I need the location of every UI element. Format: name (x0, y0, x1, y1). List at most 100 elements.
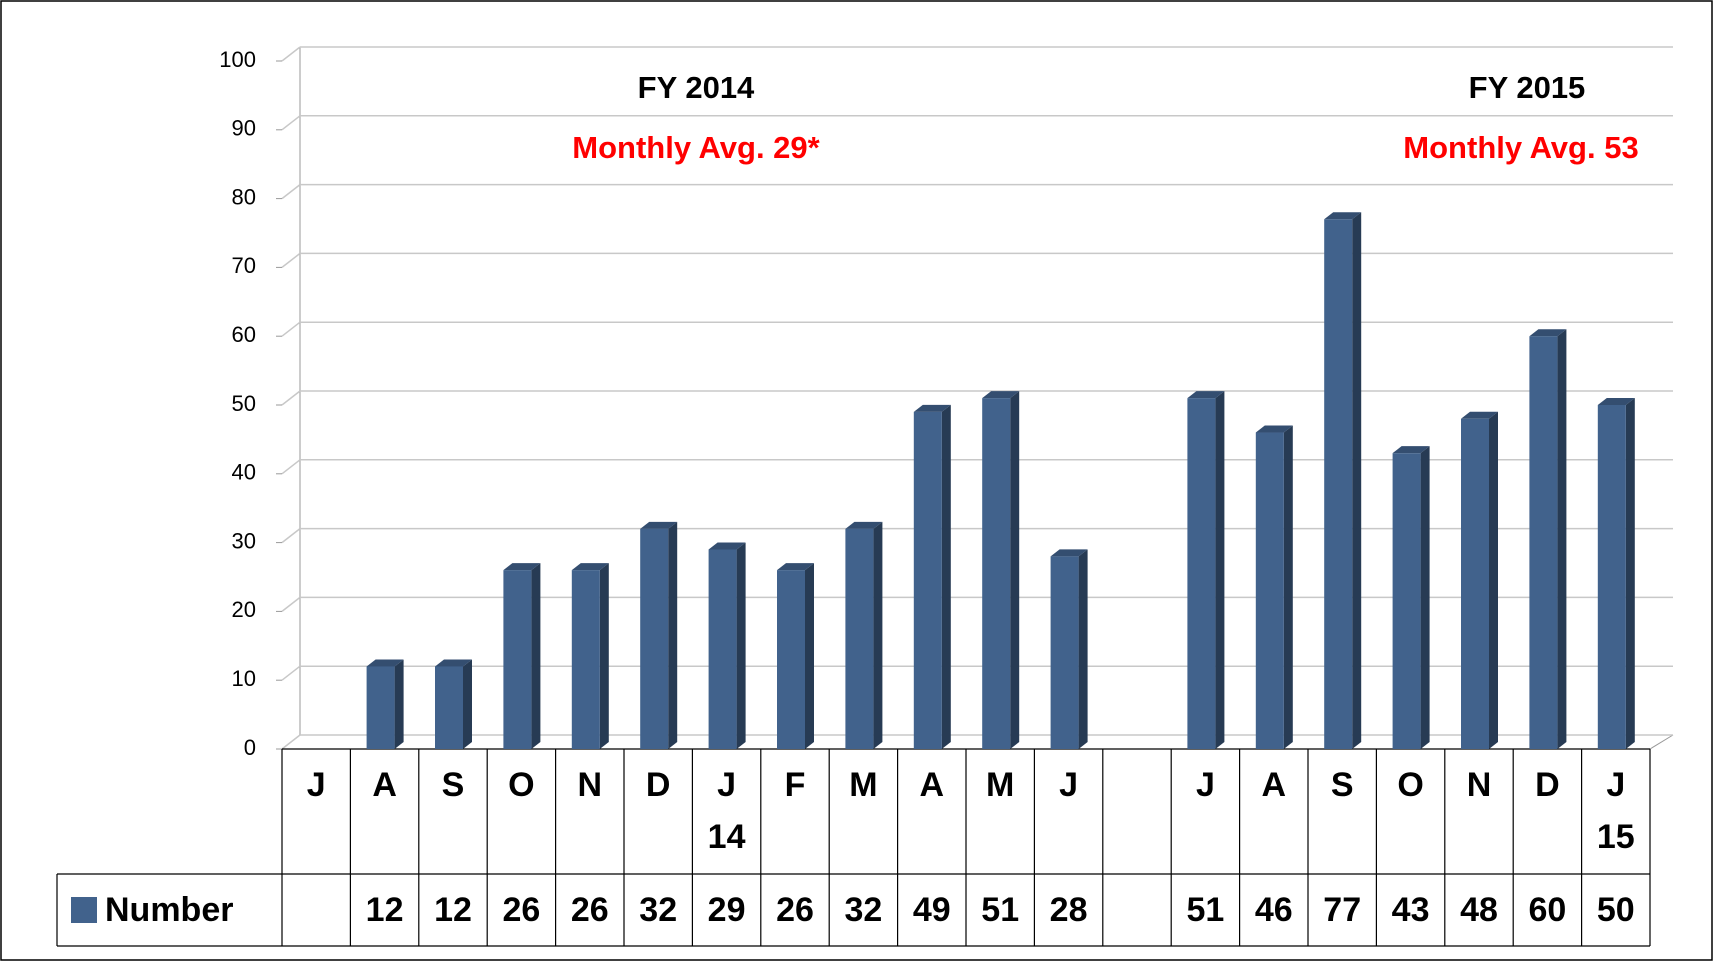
y-tick-label: 0 (244, 735, 256, 760)
bar-front (1324, 219, 1353, 750)
bar (845, 521, 883, 749)
grid-line (281, 528, 301, 544)
bar-front (571, 570, 600, 749)
y-tick-label: 90 (232, 116, 256, 141)
x-tick-label: F (785, 766, 806, 804)
bar-top (1324, 212, 1362, 220)
value-label: 12 (434, 891, 472, 929)
bar-front (435, 666, 463, 749)
bar-top (708, 542, 746, 550)
x-tick-label: O (508, 766, 534, 804)
value-label: 46 (1255, 891, 1293, 929)
bar-front (1187, 398, 1216, 749)
bar (1529, 329, 1567, 749)
bar-top (435, 659, 472, 667)
bar-front (845, 528, 874, 749)
bar (571, 563, 609, 749)
grid-line (281, 596, 301, 612)
bar (503, 563, 541, 749)
bar-front (1255, 432, 1284, 749)
x-tick-label: N (1467, 766, 1492, 804)
bar-front (777, 570, 805, 749)
legend-label: Number (105, 891, 233, 929)
grid-line (281, 115, 301, 131)
bar-side (1352, 212, 1362, 750)
bar-side (873, 521, 883, 749)
x-tick-label: M (849, 766, 877, 804)
bar-top (982, 391, 1020, 399)
bar (982, 391, 1020, 749)
x-tick-label: A (372, 766, 397, 804)
bar (1324, 212, 1362, 750)
y-tick-label: 60 (232, 322, 256, 347)
value-label: 32 (844, 891, 882, 929)
bar-top (1392, 446, 1430, 454)
y-tick-label: 80 (232, 184, 256, 209)
x-tick-label: M (986, 766, 1014, 804)
bar (640, 521, 678, 749)
bar-side (941, 404, 951, 749)
bar-side (1420, 446, 1430, 749)
bar-front (503, 570, 532, 749)
bar-side (805, 563, 814, 749)
bar-front (366, 666, 395, 749)
grid-line (281, 665, 301, 681)
value-label: 51 (981, 891, 1019, 929)
grid-line (281, 734, 301, 750)
bar-top (1529, 329, 1567, 337)
value-label: 29 (708, 891, 746, 929)
legend-swatch (71, 897, 97, 923)
bar-side (1215, 391, 1225, 749)
bar-side (1010, 391, 1020, 749)
value-label: 26 (776, 891, 814, 929)
bar-front (913, 411, 942, 749)
bar-side (1489, 411, 1498, 749)
bar-side (463, 659, 472, 749)
annotation: FY 2014 (638, 70, 755, 105)
bar-side (1557, 329, 1567, 749)
x-tick-label: S (1331, 766, 1354, 804)
grid-line (281, 184, 301, 200)
bar-top (571, 563, 609, 571)
y-tick-label: 100 (219, 47, 256, 72)
bar (1461, 411, 1498, 749)
bar-front (1597, 405, 1626, 749)
value-label: 51 (1186, 891, 1224, 929)
bar-side (531, 563, 541, 749)
bar-top (845, 521, 883, 529)
value-label: 49 (913, 891, 951, 929)
x-tick-label: D (646, 766, 671, 804)
bar-top (503, 563, 541, 571)
bar-top (640, 521, 678, 529)
bar-front (1529, 336, 1558, 749)
bar (1050, 549, 1088, 749)
bar-side (1283, 425, 1293, 749)
grid-line (281, 459, 301, 475)
bar-side (1625, 398, 1635, 749)
bar (1392, 446, 1430, 749)
annotation: Monthly Avg. 53 (1403, 130, 1638, 165)
bar (1187, 391, 1225, 749)
value-label: 43 (1392, 891, 1430, 929)
bar-front (1392, 453, 1421, 749)
bar-front (982, 398, 1011, 749)
value-label: 60 (1528, 891, 1566, 929)
bar-top (913, 404, 951, 412)
bar-side (394, 659, 404, 749)
bar (913, 404, 951, 749)
bar-top (1255, 425, 1293, 433)
bar-front (1461, 418, 1489, 749)
x-tick-label: D (1535, 766, 1560, 804)
y-tick-label: 40 (232, 460, 256, 485)
bar-top (1187, 391, 1225, 399)
annotation: Monthly Avg. 29* (572, 130, 820, 165)
bar-top (777, 563, 814, 571)
bar-front (640, 528, 669, 749)
bar-side (668, 521, 678, 749)
axis (1649, 734, 1674, 750)
grid-line (281, 390, 301, 406)
bar (1597, 398, 1635, 749)
x-tick-label: J (1059, 766, 1078, 804)
value-label: 48 (1460, 891, 1498, 929)
grid-line (281, 321, 301, 337)
